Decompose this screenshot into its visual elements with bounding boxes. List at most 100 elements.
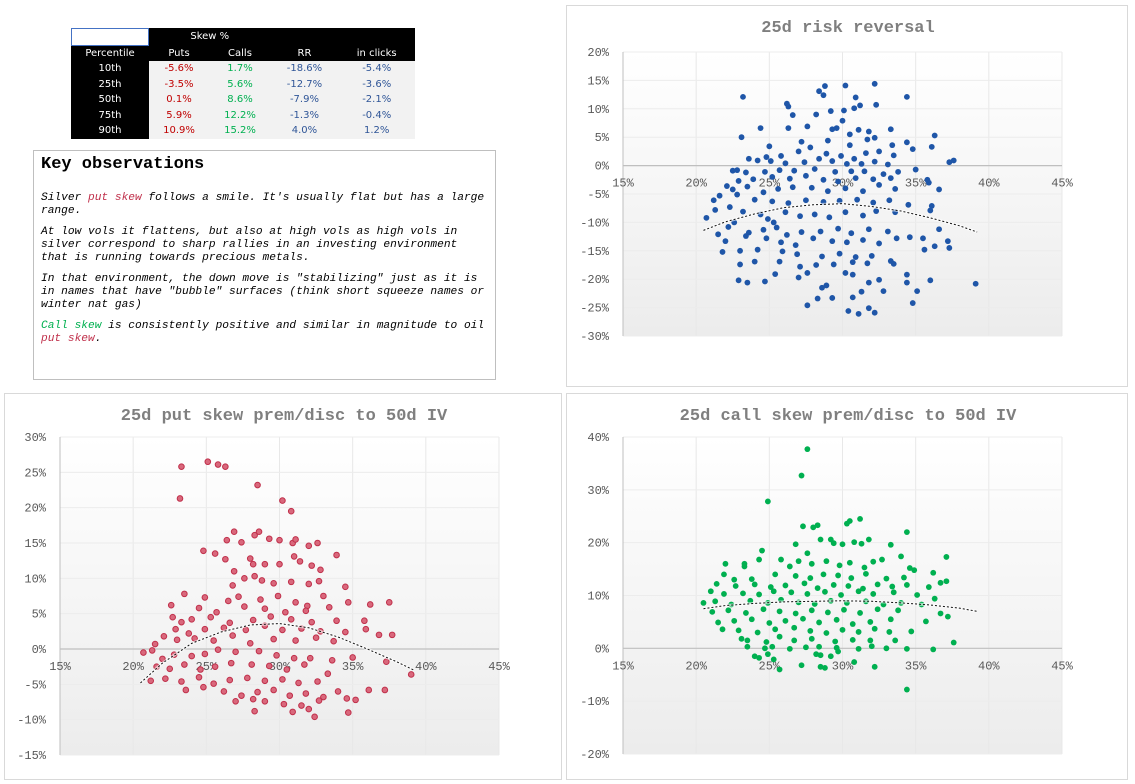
data-point	[950, 157, 957, 164]
data-point	[789, 112, 796, 118]
data-point	[342, 628, 349, 636]
call-skew-chart[interactable]: 25d call skew prem/disc to 50d IV 40% 30% 2…	[566, 393, 1128, 780]
data-point	[946, 245, 953, 251]
data-point	[870, 199, 877, 206]
data-point	[841, 606, 847, 613]
data-point	[214, 646, 222, 654]
data-point	[729, 186, 736, 193]
puts-value: 10.9%	[148, 123, 210, 139]
data-point	[197, 666, 204, 673]
data-point	[808, 607, 815, 614]
data-point	[870, 558, 877, 565]
data-point	[204, 458, 212, 466]
data-point	[230, 567, 238, 575]
data-point	[871, 158, 878, 165]
data-point	[700, 599, 707, 606]
data-point	[311, 713, 318, 721]
data-point	[725, 607, 732, 614]
data-point	[743, 610, 749, 616]
data-point	[342, 583, 349, 591]
clicks-value: -0.4%	[338, 107, 415, 123]
data-point	[803, 197, 809, 204]
data-point	[798, 472, 805, 479]
data-point	[867, 619, 874, 625]
data-point	[320, 592, 327, 600]
data-point	[820, 92, 827, 99]
data-point	[842, 270, 849, 276]
data-point	[829, 126, 836, 133]
data-point	[846, 142, 853, 149]
data-point	[972, 280, 979, 287]
risk-reversal-chart[interactable]: 25d risk reversal 20% 15% 10% 5% 0% -5% -10% -15…	[566, 5, 1128, 387]
data-point	[863, 150, 869, 157]
data-point	[813, 262, 820, 268]
data-point	[880, 171, 887, 178]
put-skew-chart[interactable]: 25d put skew prem/disc to 50d IV 30% 25% 20…	[4, 393, 562, 780]
data-point	[870, 176, 877, 183]
calls-value: 1.7%	[209, 61, 271, 77]
data-point	[833, 125, 840, 132]
data-point	[794, 251, 801, 258]
ticker-cell[interactable]: SLV	[71, 28, 149, 46]
data-point	[876, 182, 882, 188]
x-tick-label: 15%	[612, 177, 634, 191]
data-point	[835, 178, 842, 185]
data-point	[188, 652, 195, 660]
y-tick-label: 10%	[24, 572, 46, 586]
data-point	[887, 175, 894, 181]
data-point	[210, 680, 217, 687]
data-point	[880, 288, 887, 295]
data-point	[889, 142, 896, 149]
data-point	[178, 678, 185, 685]
data-point	[366, 601, 374, 608]
table-row: 75th 5.9% 12.2% -1.3% -0.4%	[72, 107, 415, 123]
data-point	[876, 276, 882, 283]
data-point	[201, 650, 209, 658]
data-point	[865, 305, 872, 312]
x-tick-label: 35%	[905, 177, 927, 191]
y-tick-label: -10%	[580, 695, 610, 709]
data-point	[251, 572, 258, 580]
data-point	[838, 592, 844, 598]
data-point	[710, 197, 717, 204]
data-point	[950, 639, 957, 646]
data-point	[754, 629, 761, 636]
data-point	[860, 237, 866, 243]
data-point	[719, 626, 726, 633]
data-point	[201, 625, 209, 633]
data-point	[283, 666, 291, 673]
data-point	[855, 629, 862, 635]
data-point	[325, 604, 333, 611]
key-observations-box[interactable]: Key observations Silver put skew follows…	[33, 150, 496, 380]
data-point	[876, 240, 882, 247]
data-point	[797, 263, 803, 270]
data-point	[740, 208, 746, 215]
x-tick-label: 15%	[612, 659, 634, 673]
chart-title: 25d put skew prem/disc to 50d IV	[121, 407, 448, 426]
x-tick-label: 45%	[488, 660, 510, 674]
data-point	[298, 702, 305, 709]
data-point	[188, 616, 195, 623]
x-tick-label: 30%	[832, 659, 854, 673]
y-tick-label: 20%	[587, 537, 609, 551]
data-point	[211, 663, 219, 670]
data-point	[937, 579, 944, 586]
data-point	[249, 695, 257, 703]
data-point	[775, 185, 782, 192]
data-point	[200, 547, 207, 555]
data-point	[246, 640, 254, 647]
clicks-value: -5.4%	[338, 61, 415, 77]
data-point	[920, 235, 926, 242]
data-point	[804, 270, 811, 276]
data-point	[849, 294, 856, 301]
data-point	[843, 239, 850, 246]
data-point	[181, 590, 188, 598]
rr-value: -12.7%	[270, 76, 339, 92]
data-point	[871, 309, 878, 316]
data-point	[344, 599, 352, 606]
data-point	[744, 279, 751, 286]
data-point	[760, 226, 767, 233]
percentile-label: 10th	[98, 63, 122, 75]
data-point	[855, 126, 862, 133]
data-point	[214, 461, 222, 468]
